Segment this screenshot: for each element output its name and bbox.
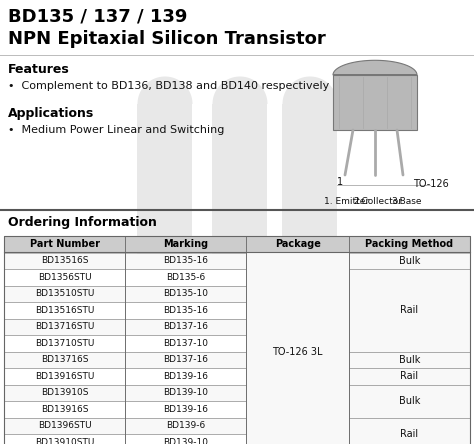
Text: Features: Features <box>8 63 70 76</box>
Bar <box>4 417 125 434</box>
Bar <box>212 104 267 384</box>
Bar <box>349 352 470 368</box>
Text: Packing Method: Packing Method <box>365 239 454 249</box>
Text: NPN Epitaxial Silicon Transistor: NPN Epitaxial Silicon Transistor <box>8 30 326 48</box>
Text: TO-126: TO-126 <box>413 179 449 189</box>
Text: BD1356STU: BD1356STU <box>38 273 91 282</box>
Text: BD1396STU: BD1396STU <box>38 421 91 430</box>
Text: 2.Collector: 2.Collector <box>354 197 402 206</box>
Bar <box>349 269 470 352</box>
Text: BD13916S: BD13916S <box>41 405 88 414</box>
Text: •  Medium Power Linear and Switching: • Medium Power Linear and Switching <box>8 125 224 135</box>
Text: BD135-16: BD135-16 <box>163 306 208 315</box>
Text: BD139-10: BD139-10 <box>163 388 208 397</box>
Bar <box>137 104 192 384</box>
Text: BD139-10: BD139-10 <box>163 438 208 444</box>
Bar <box>125 385 246 401</box>
Bar <box>4 236 470 444</box>
Bar <box>125 253 246 269</box>
Text: Applications: Applications <box>8 107 94 120</box>
Bar <box>125 318 246 335</box>
Bar <box>4 253 125 269</box>
Text: BD13516STU: BD13516STU <box>35 306 94 315</box>
Bar <box>4 335 125 352</box>
Text: Marking: Marking <box>163 239 208 249</box>
Text: •  Complement to BD136, BD138 and BD140 respectively: • Complement to BD136, BD138 and BD140 r… <box>8 81 329 91</box>
Bar <box>125 302 246 318</box>
Bar <box>4 285 125 302</box>
Bar <box>125 401 246 417</box>
Bar <box>125 335 246 352</box>
Text: BD135-16: BD135-16 <box>163 256 208 265</box>
Bar <box>349 368 470 385</box>
Text: 1. Emitter: 1. Emitter <box>324 197 370 206</box>
Text: BD13910STU: BD13910STU <box>35 438 94 444</box>
Bar <box>4 318 125 335</box>
Text: BD135-10: BD135-10 <box>163 289 208 298</box>
Bar <box>4 236 470 253</box>
Polygon shape <box>283 76 337 104</box>
Polygon shape <box>137 76 192 104</box>
Text: 3.Base: 3.Base <box>392 197 422 206</box>
Bar <box>4 385 125 401</box>
Text: BD13716STU: BD13716STU <box>35 322 94 331</box>
Text: 1: 1 <box>337 177 343 187</box>
Text: Bulk: Bulk <box>399 396 420 406</box>
Text: Rail: Rail <box>401 371 419 381</box>
Bar <box>246 253 349 444</box>
Bar <box>4 434 125 444</box>
Text: Ordering Information: Ordering Information <box>8 216 157 229</box>
Text: BD13510STU: BD13510STU <box>35 289 94 298</box>
Text: BD137-16: BD137-16 <box>163 322 208 331</box>
Bar <box>4 368 125 385</box>
Bar <box>125 352 246 368</box>
Text: BD137-10: BD137-10 <box>163 339 208 348</box>
Bar <box>4 401 125 417</box>
Bar <box>125 269 246 285</box>
Polygon shape <box>212 76 267 104</box>
Bar <box>125 417 246 434</box>
Text: BD13516S: BD13516S <box>41 256 88 265</box>
Bar <box>4 352 125 368</box>
Text: BD135-6: BD135-6 <box>166 273 205 282</box>
Text: BD13916STU: BD13916STU <box>35 372 94 381</box>
Text: BD13910S: BD13910S <box>41 388 88 397</box>
Text: BD13716S: BD13716S <box>41 355 88 364</box>
Text: TO-126 3L: TO-126 3L <box>273 346 323 357</box>
Bar <box>333 75 417 130</box>
Polygon shape <box>333 60 417 75</box>
Bar <box>349 253 470 269</box>
Text: BD137-16: BD137-16 <box>163 355 208 364</box>
Bar <box>4 269 125 285</box>
Bar <box>283 104 337 384</box>
Bar <box>125 434 246 444</box>
Bar <box>125 368 246 385</box>
Text: BD139-6: BD139-6 <box>166 421 205 430</box>
Bar <box>349 385 470 417</box>
Bar <box>349 417 470 444</box>
Text: Part Number: Part Number <box>29 239 100 249</box>
Text: Rail: Rail <box>401 305 419 315</box>
Text: BD139-16: BD139-16 <box>163 405 208 414</box>
Bar <box>125 285 246 302</box>
Bar <box>4 302 125 318</box>
Text: Package: Package <box>274 239 320 249</box>
Text: Bulk: Bulk <box>399 256 420 266</box>
Text: Bulk: Bulk <box>399 355 420 365</box>
Text: Rail: Rail <box>401 429 419 439</box>
Text: BD139-16: BD139-16 <box>163 372 208 381</box>
Text: BD135 / 137 / 139: BD135 / 137 / 139 <box>8 8 187 26</box>
Text: BD13710STU: BD13710STU <box>35 339 94 348</box>
